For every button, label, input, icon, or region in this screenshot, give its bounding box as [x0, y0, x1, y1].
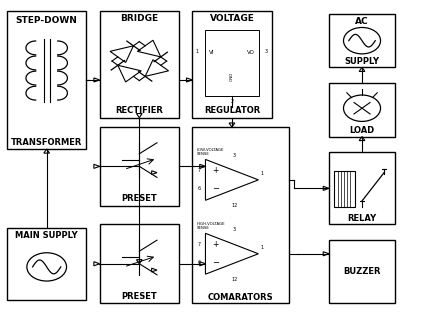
FancyBboxPatch shape [100, 224, 179, 303]
Text: +: + [212, 166, 218, 175]
Text: 1: 1 [261, 171, 264, 176]
FancyBboxPatch shape [7, 228, 86, 300]
Text: SUPPLY: SUPPLY [344, 57, 380, 66]
Text: HIGH-VOLTAGE
SENSE: HIGH-VOLTAGE SENSE [197, 222, 225, 230]
Text: 3: 3 [265, 49, 268, 54]
Text: 7: 7 [198, 168, 201, 173]
Text: BRIDGE: BRIDGE [120, 14, 158, 23]
Text: 3: 3 [233, 153, 236, 158]
FancyBboxPatch shape [100, 127, 179, 206]
Text: −: − [212, 258, 219, 267]
Text: 6: 6 [198, 186, 201, 191]
Text: 12: 12 [231, 204, 237, 209]
FancyBboxPatch shape [192, 11, 271, 118]
Text: RELAY: RELAY [348, 214, 376, 223]
Text: LOAD: LOAD [349, 126, 375, 135]
Text: VI: VI [209, 50, 214, 55]
FancyBboxPatch shape [329, 14, 395, 68]
Text: AC: AC [355, 17, 369, 26]
Text: 1: 1 [196, 49, 199, 54]
Text: TRANSFORMER: TRANSFORMER [11, 138, 82, 147]
Text: 7: 7 [198, 242, 201, 247]
FancyBboxPatch shape [329, 152, 395, 224]
Text: RECTIFIER: RECTIFIER [115, 106, 163, 115]
FancyBboxPatch shape [192, 127, 289, 303]
FancyBboxPatch shape [7, 11, 86, 149]
Text: 2: 2 [231, 100, 234, 104]
Text: LOW-VOLTAGE
SENSE: LOW-VOLTAGE SENSE [197, 148, 224, 156]
Text: 6: 6 [198, 260, 201, 265]
FancyBboxPatch shape [329, 240, 395, 303]
Text: 3: 3 [233, 227, 236, 232]
Text: PRESET: PRESET [121, 292, 157, 301]
Text: −: − [212, 184, 219, 193]
FancyBboxPatch shape [329, 83, 395, 137]
FancyBboxPatch shape [100, 11, 179, 118]
Text: REGULATOR: REGULATOR [204, 106, 260, 115]
Text: PRESET: PRESET [121, 194, 157, 203]
Text: STEP-DOWN: STEP-DOWN [16, 16, 77, 25]
Text: COMARATORS: COMARATORS [208, 293, 274, 302]
FancyBboxPatch shape [205, 30, 259, 96]
Text: MAIN SUPPLY: MAIN SUPPLY [16, 231, 78, 240]
Text: GND: GND [230, 71, 234, 81]
Text: VOLTAGE: VOLTAGE [210, 14, 255, 23]
Text: 1: 1 [261, 245, 264, 250]
Text: VO: VO [247, 50, 255, 55]
Text: +: + [212, 240, 218, 249]
FancyBboxPatch shape [334, 171, 356, 207]
Text: BUZZER: BUZZER [343, 267, 381, 276]
Text: 12: 12 [231, 277, 237, 282]
